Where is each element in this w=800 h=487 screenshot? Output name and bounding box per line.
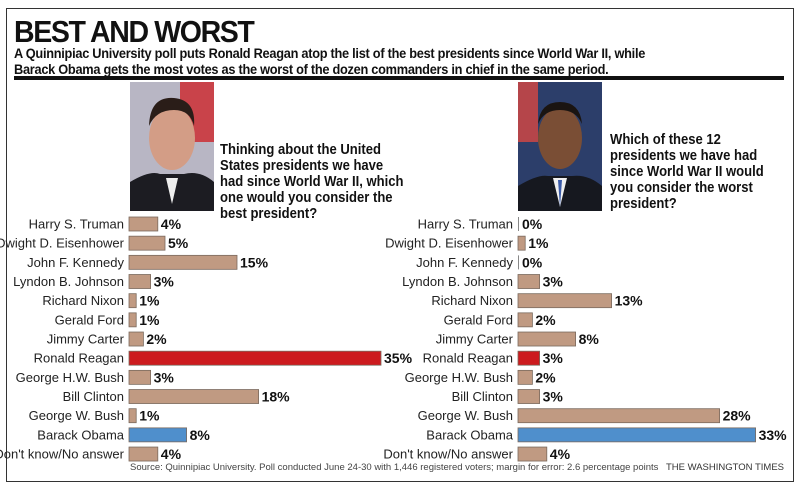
credit: THE WASHINGTON TIMES: [665, 462, 784, 473]
category-label: Bill Clinton: [63, 389, 124, 404]
bar: [128, 216, 159, 232]
bar: [128, 446, 159, 462]
category-label: Don't know/No answer: [0, 447, 125, 462]
subtitle: A Quinnipiac University poll puts Ronald…: [14, 46, 734, 78]
value-label: 1%: [139, 312, 160, 328]
category-label: George W. Bush: [29, 408, 124, 423]
value-label: 5%: [168, 235, 189, 251]
subtitle-line-1: A Quinnipiac University poll puts Ronald…: [14, 46, 646, 62]
page-title: BEST AND WORST: [14, 14, 255, 49]
question-line: presidents we have had: [610, 148, 758, 164]
category-label: George H.W. Bush: [405, 370, 513, 385]
value-label: 4%: [161, 216, 182, 232]
bar: [517, 331, 576, 347]
value-label: 35%: [384, 350, 413, 366]
value-label: 2%: [535, 312, 556, 328]
infographic-frame: [6, 8, 794, 482]
bar: [517, 312, 533, 328]
source-note: Source: Quinnipiac University. Poll cond…: [130, 462, 659, 473]
question-line: Thinking about the United: [220, 142, 381, 158]
value-label: 28%: [723, 408, 752, 424]
category-label: Richard Nixon: [42, 293, 124, 308]
bar: [517, 350, 541, 366]
bar: [517, 274, 541, 289]
bar: [517, 408, 721, 424]
bar: [517, 293, 612, 309]
category-label: Jimmy Carter: [436, 332, 514, 347]
value-label: 3%: [154, 274, 175, 290]
value-label: 3%: [543, 274, 564, 290]
bar: [128, 312, 137, 328]
question-line: president?: [610, 196, 677, 212]
subtitle-line-2: Barack Obama gets the most votes as the …: [14, 62, 609, 78]
value-label: 2%: [146, 331, 167, 347]
category-label: George W. Bush: [418, 408, 513, 423]
category-label: Lyndon B. Johnson: [13, 274, 124, 289]
value-label: 0%: [522, 216, 543, 232]
category-label: Dwight D. Eisenhower: [385, 236, 514, 251]
category-label: Ronald Reagan: [423, 351, 513, 366]
category-label: John F. Kennedy: [27, 255, 124, 270]
category-label: Lyndon B. Johnson: [402, 274, 513, 289]
bar: [128, 350, 382, 366]
question-line: had since World War II, which: [220, 174, 404, 190]
bar: [128, 331, 144, 347]
question-line: Which of these 12: [610, 132, 721, 148]
bar: [128, 389, 260, 404]
value-label: 33%: [759, 427, 788, 443]
category-label: Ronald Reagan: [34, 351, 124, 366]
category-label: Dwight D. Eisenhower: [0, 236, 125, 251]
obama-photo: [518, 82, 602, 211]
question-line: States presidents we have: [220, 158, 384, 174]
best-question: Thinking about the United States presiden…: [220, 142, 403, 222]
question-line: since World War II would: [610, 164, 764, 180]
value-label: 18%: [262, 389, 291, 405]
question-line: one would you consider the: [220, 190, 393, 206]
bar: [517, 389, 541, 404]
value-label: 15%: [240, 254, 269, 270]
worst-question: Which of these 12 presidents we have had s…: [610, 132, 764, 212]
value-label: 8%: [190, 427, 211, 443]
value-label: 1%: [528, 235, 549, 251]
category-label: Don't know/No answer: [383, 447, 513, 462]
category-label: Harry S. Truman: [418, 217, 513, 232]
category-label: John F. Kennedy: [416, 255, 513, 270]
category-label: Barack Obama: [426, 427, 513, 442]
bar: [128, 274, 152, 289]
value-label: 8%: [579, 331, 600, 347]
value-label: 13%: [615, 293, 644, 309]
value-label: 4%: [550, 446, 571, 462]
bar: [128, 408, 137, 424]
reagan-photo: [130, 82, 214, 211]
bar: [517, 446, 548, 462]
value-label: 3%: [543, 350, 564, 366]
category-label: Barack Obama: [37, 427, 124, 442]
value-label: 1%: [139, 293, 160, 309]
question-line: best president?: [220, 206, 318, 222]
bar: [128, 369, 152, 385]
bar: [517, 369, 533, 385]
bar: [517, 235, 526, 251]
bar: [517, 427, 757, 443]
value-label: 3%: [154, 369, 175, 385]
bar: [128, 254, 238, 270]
value-label: 3%: [543, 389, 564, 405]
category-label: George H.W. Bush: [16, 370, 124, 385]
category-label: Bill Clinton: [452, 389, 513, 404]
category-label: Harry S. Truman: [29, 217, 124, 232]
category-label: Gerald Ford: [444, 312, 513, 327]
bar: [128, 235, 166, 251]
bar: [128, 427, 187, 443]
value-label: 0%: [522, 254, 543, 270]
value-label: 4%: [161, 446, 182, 462]
category-label: Gerald Ford: [55, 312, 124, 327]
category-label: Jimmy Carter: [47, 332, 125, 347]
question-line: you consider the worst: [610, 180, 753, 196]
bar: [128, 293, 137, 309]
header-rule: [14, 76, 784, 80]
category-label: Richard Nixon: [431, 293, 513, 308]
value-label: 1%: [139, 408, 160, 424]
value-label: 2%: [535, 369, 556, 385]
